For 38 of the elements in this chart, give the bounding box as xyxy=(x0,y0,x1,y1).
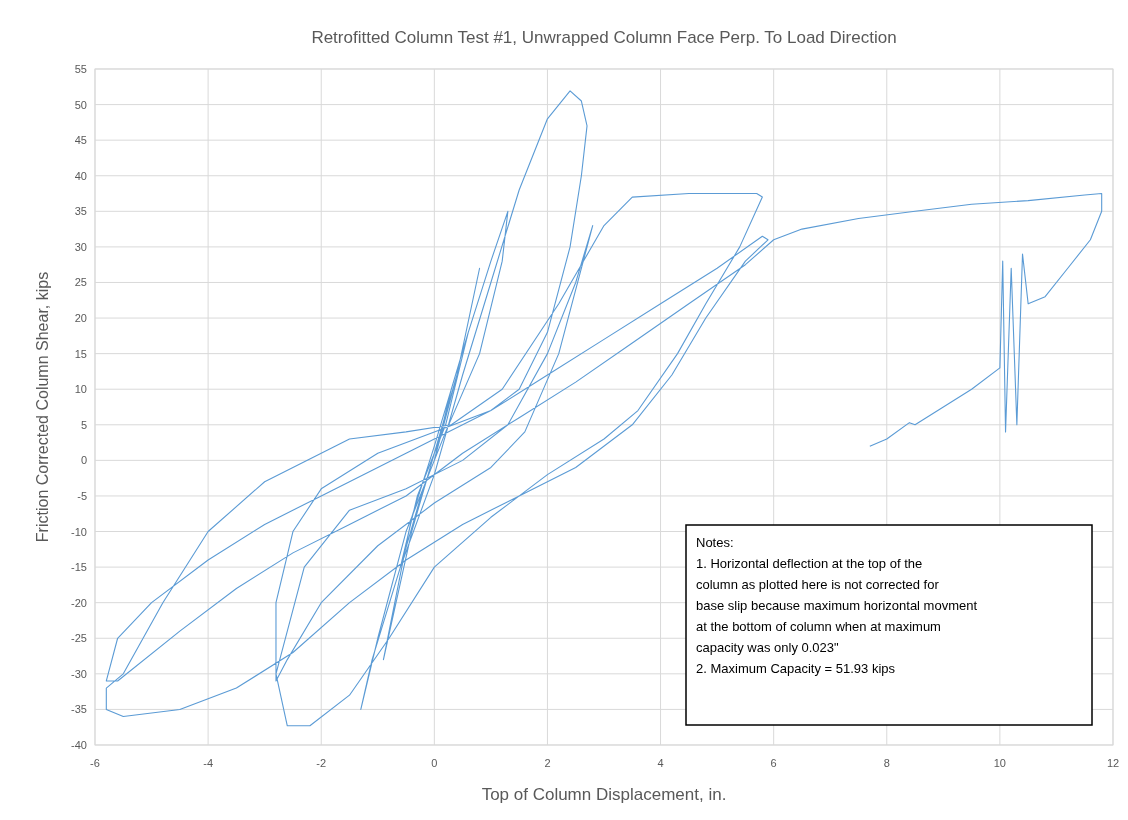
x-tick-label: 4 xyxy=(657,757,664,769)
x-tick-label: 8 xyxy=(883,757,890,769)
chart-title: Retrofitted Column Test #1, Unwrapped Column Face Perp. To Load Direction xyxy=(311,28,897,47)
y-tick-label: 35 xyxy=(74,205,87,218)
y-tick-label: 10 xyxy=(74,383,87,396)
line-series xyxy=(105,90,1103,727)
x-tick-label: 10 xyxy=(993,757,1007,769)
y-tick-label: 30 xyxy=(74,240,87,253)
y-tick-label: -5 xyxy=(77,489,87,502)
y-tick-label: -10 xyxy=(71,525,87,538)
x-tick-label: 2 xyxy=(544,757,551,769)
x-tick-label: -2 xyxy=(316,757,327,769)
y-tick-label: 5 xyxy=(80,418,87,431)
y-tick-label: -20 xyxy=(71,596,87,609)
y-tick-label: 0 xyxy=(80,454,87,467)
notes-box: Notes: 1. Horizontal deflection at the top of the column as plotted here is not corrected for base slip because maximum horizontal movment at the bottom of column when at maximum capacity was only 0.023" 2. Maximum Capacity = 51.93 kips xyxy=(685,524,1093,726)
annotation: Notes: xyxy=(696,535,734,550)
x-tick-label: 6 xyxy=(770,757,777,769)
y-tick-label: -30 xyxy=(71,667,87,680)
y-tick-label: 15 xyxy=(74,347,87,360)
x-axis-title: Top of Column Displacement, in. xyxy=(481,785,727,804)
y-tick-label: 40 xyxy=(74,169,87,182)
x-tick-label: 0 xyxy=(431,757,438,769)
y-tick-label: 45 xyxy=(74,134,87,147)
x-tick-label: -4 xyxy=(203,757,213,769)
y-tick-label: 25 xyxy=(74,276,87,289)
y-tick-label: 20 xyxy=(74,312,87,325)
y-tick-label: 50 xyxy=(74,98,87,111)
y-tick-label: -35 xyxy=(71,703,87,716)
y-tick-label: -40 xyxy=(71,739,87,751)
y-tick-label: 55 xyxy=(74,63,87,75)
y-tick-label: -15 xyxy=(71,561,87,574)
y-axis-title: Friction Corrected Column Shear, kips xyxy=(34,271,51,543)
x-tick-label: 12 xyxy=(1106,757,1120,769)
annotation: 1. Horizontal deflection at the top of the column as plotted here is not corrected for base slip because maximum horizontal movment at the bottom of column when at maximum capacity was only 0.023" xyxy=(696,556,978,655)
annotation: 2. Maximum Capacity = 51.93 kips xyxy=(696,661,896,676)
x-tick-label: -6 xyxy=(90,757,100,769)
y-tick-label: -25 xyxy=(71,632,87,645)
